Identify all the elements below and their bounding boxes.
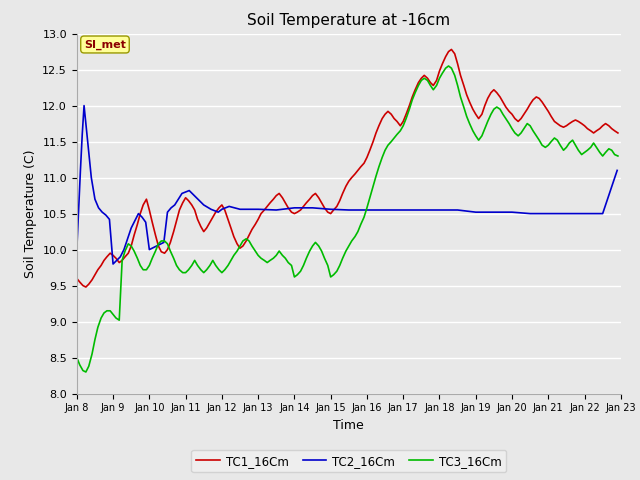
TC2_16Cm (214, 209, 222, 215)
TC2_16Cm (200, 202, 207, 208)
TC1_16Cm (602, 120, 609, 126)
TC3_16Cm (140, 267, 147, 273)
TC1_16Cm (614, 130, 621, 136)
Line: TC3_16Cm: TC3_16Cm (77, 66, 618, 372)
Title: Soil Temperature at -16cm: Soil Temperature at -16cm (247, 13, 451, 28)
TC3_16Cm (559, 147, 567, 153)
TC1_16Cm (85, 281, 93, 287)
TC2_16Cm (134, 211, 142, 216)
TC2_16Cm (142, 219, 150, 225)
Y-axis label: Soil Temperature (C): Soil Temperature (C) (24, 149, 36, 278)
TC1_16Cm (282, 200, 289, 205)
Text: SI_met: SI_met (84, 39, 126, 49)
TC1_16Cm (82, 284, 90, 290)
Line: TC2_16Cm: TC2_16Cm (77, 106, 617, 264)
TC1_16Cm (140, 202, 147, 208)
TC3_16Cm (85, 363, 93, 369)
TC3_16Cm (445, 63, 452, 69)
TC1_16Cm (188, 202, 196, 208)
TC1_16Cm (73, 276, 81, 281)
X-axis label: Time: Time (333, 419, 364, 432)
TC3_16Cm (188, 263, 196, 268)
Line: TC1_16Cm: TC1_16Cm (77, 49, 618, 287)
TC3_16Cm (82, 369, 90, 375)
TC2_16Cm (109, 261, 117, 267)
TC1_16Cm (447, 47, 455, 52)
TC2_16Cm (73, 247, 81, 252)
TC3_16Cm (73, 355, 81, 360)
TC2_16Cm (599, 211, 607, 216)
TC3_16Cm (602, 150, 609, 156)
Legend: TC1_16Cm, TC2_16Cm, TC3_16Cm: TC1_16Cm, TC2_16Cm, TC3_16Cm (191, 450, 506, 472)
TC2_16Cm (613, 168, 621, 173)
TC2_16Cm (381, 207, 389, 213)
TC1_16Cm (559, 124, 567, 130)
TC3_16Cm (614, 153, 621, 159)
TC3_16Cm (282, 255, 289, 261)
TC2_16Cm (80, 103, 88, 108)
